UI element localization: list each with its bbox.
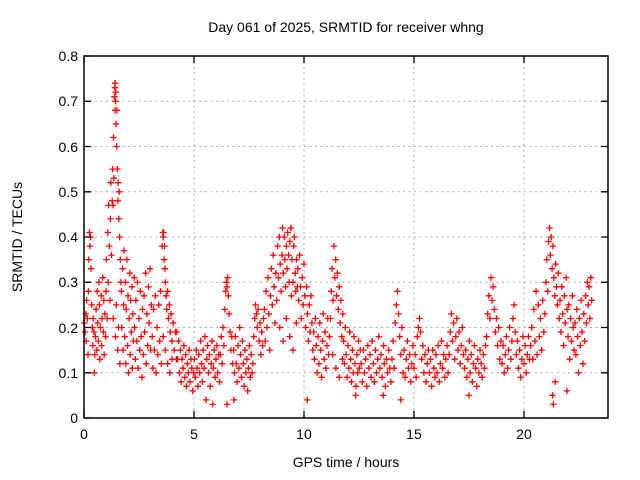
y-tick-label: 0.7: [58, 93, 78, 110]
y-tick-label: 0.2: [58, 319, 78, 336]
y-tick-label: 0.1: [58, 364, 78, 381]
tick-marks: [83, 55, 608, 419]
y-tick-label: 0.3: [58, 274, 78, 291]
y-tick-label: 0.4: [58, 229, 78, 245]
y-tick-label: 0.6: [58, 138, 78, 155]
x-tick-label: 15: [406, 426, 422, 442]
grid-lines: [84, 56, 608, 418]
x-tick-label: 5: [190, 426, 198, 442]
y-tick-label: 0: [70, 410, 78, 426]
x-axis-label: GPS time / hours: [292, 454, 400, 470]
y-tick-label: 0.8: [58, 48, 78, 64]
y-tick-label: 0.5: [58, 183, 78, 200]
x-tick-label: 0: [80, 426, 88, 442]
x-tick-label: 10: [296, 426, 312, 442]
chart-title: Day 061 of 2025, SRMTID for receiver whn…: [208, 19, 484, 35]
data-points: [81, 80, 595, 408]
x-tick-label: 20: [516, 426, 532, 442]
